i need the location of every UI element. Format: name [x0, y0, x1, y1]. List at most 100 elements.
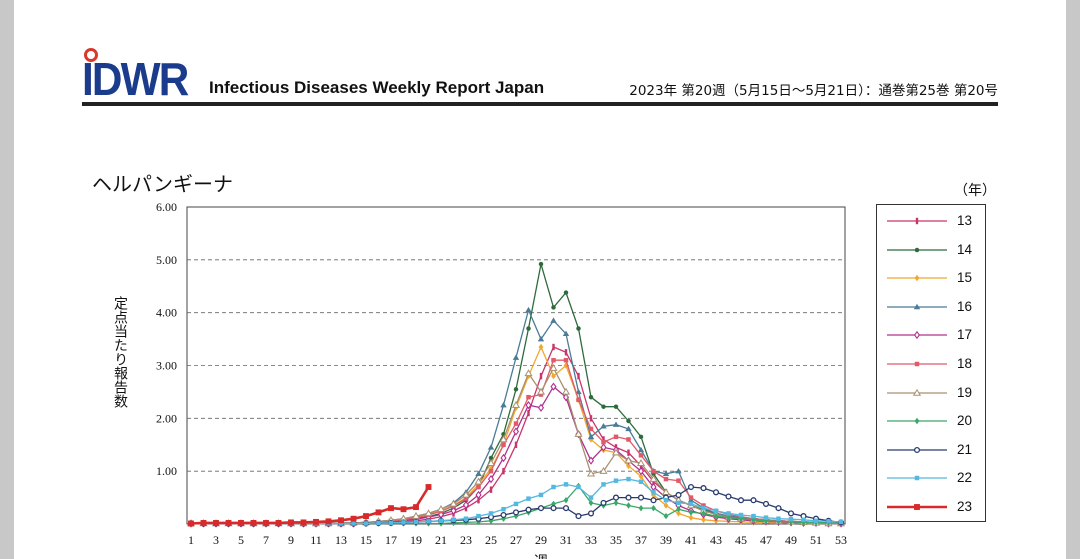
- data-point: [612, 421, 620, 427]
- data-point: [538, 343, 544, 351]
- data-point: [213, 520, 219, 526]
- data-point: [600, 443, 607, 452]
- data-point: [713, 512, 719, 520]
- data-point: [913, 303, 921, 310]
- legend-label: 17: [957, 327, 973, 343]
- data-point: [601, 439, 606, 445]
- data-point: [563, 357, 569, 363]
- data-point: [388, 520, 394, 526]
- data-point: [551, 305, 556, 310]
- y-tick-label: 1.00: [156, 464, 177, 478]
- data-point: [550, 505, 557, 512]
- x-tick-label: 51: [810, 533, 822, 547]
- x-axis-label: 週: [534, 554, 548, 559]
- data-point: [638, 473, 644, 480]
- data-point: [688, 509, 694, 516]
- data-point: [513, 512, 519, 520]
- data-point: [574, 429, 583, 437]
- legend-item-13: 13: [885, 209, 985, 233]
- data-point: [701, 516, 706, 523]
- legend-sample: [887, 476, 947, 481]
- data-point: [488, 455, 494, 461]
- data-point: [624, 456, 633, 464]
- data-point: [914, 504, 920, 510]
- data-point: [651, 490, 656, 495]
- data-point: [514, 441, 518, 448]
- y-tick-label: 6.00: [156, 200, 177, 214]
- data-point: [537, 335, 545, 342]
- data-point: [701, 510, 706, 517]
- data-point: [400, 506, 407, 513]
- data-point: [200, 520, 207, 526]
- data-point: [625, 425, 632, 432]
- data-point: [588, 394, 594, 400]
- data-point: [775, 505, 782, 512]
- data-point: [425, 484, 432, 490]
- data-point: [513, 387, 519, 392]
- data-point: [375, 509, 382, 516]
- data-point: [626, 437, 631, 442]
- data-point: [424, 509, 433, 517]
- legend-item-17: 17: [885, 323, 985, 347]
- x-tick-label: 9: [288, 533, 294, 547]
- x-tick-label: 13: [335, 533, 347, 547]
- data-point: [401, 520, 406, 525]
- data-point: [599, 466, 608, 474]
- x-tick-label: 49: [785, 533, 797, 547]
- header-rule: [82, 102, 998, 106]
- data-point: [500, 401, 507, 408]
- legend-label: 23: [957, 499, 973, 514]
- data-point: [450, 506, 457, 515]
- data-point: [487, 444, 495, 450]
- legend-label: 18: [957, 356, 973, 371]
- data-point: [513, 501, 519, 507]
- data-point: [788, 517, 794, 522]
- data-point: [363, 521, 369, 526]
- legend-sample: [887, 247, 947, 252]
- x-tick-label: 41: [685, 533, 697, 547]
- data-point: [463, 496, 469, 501]
- data-point: [637, 494, 645, 501]
- data-point: [551, 357, 556, 363]
- data-point: [502, 467, 505, 475]
- data-point: [561, 387, 571, 395]
- x-tick-label: 15: [360, 533, 372, 547]
- data-point: [537, 505, 545, 512]
- data-point: [488, 468, 494, 474]
- data-point: [500, 453, 507, 463]
- data-point: [600, 499, 607, 506]
- legend-sample: [887, 361, 947, 367]
- data-point: [477, 497, 480, 504]
- data-point: [551, 484, 556, 490]
- data-point: [676, 478, 681, 483]
- chart-legend: 13 14 15 16 17 18 19 20 21 22 23: [876, 204, 986, 522]
- data-point: [575, 513, 582, 520]
- legend-item-14: 14: [885, 238, 985, 262]
- legend-item-15: 15: [885, 266, 985, 290]
- x-tick-label: 23: [460, 533, 472, 547]
- data-point: [475, 470, 482, 477]
- data-point: [913, 446, 921, 453]
- data-point: [626, 418, 631, 424]
- data-point: [551, 372, 556, 380]
- report-page: IDWR Infectious Diseases Weekly Report J…: [14, 0, 1066, 559]
- data-point: [687, 483, 695, 491]
- data-point: [512, 354, 520, 360]
- data-point: [512, 427, 520, 436]
- data-point: [461, 490, 471, 498]
- data-point: [350, 515, 357, 522]
- data-point: [688, 501, 694, 507]
- data-point: [613, 404, 619, 409]
- data-point: [486, 459, 496, 466]
- data-point: [637, 446, 645, 453]
- data-point: [426, 519, 431, 524]
- data-point: [513, 421, 519, 426]
- data-point: [675, 491, 682, 498]
- data-point: [586, 469, 596, 477]
- data-point: [776, 516, 781, 521]
- y-tick-label: 2.00: [156, 411, 177, 425]
- x-tick-label: 31: [560, 533, 572, 547]
- data-point: [488, 465, 494, 472]
- data-point: [638, 504, 644, 512]
- y-tick-label: 3.00: [156, 359, 177, 373]
